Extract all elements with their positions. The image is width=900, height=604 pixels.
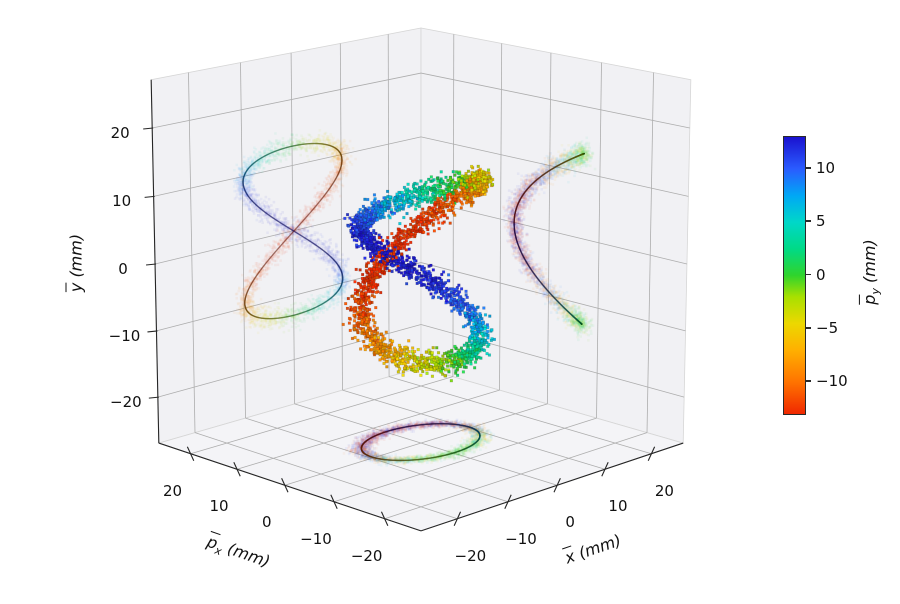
x-axis-tick-label: −10 [505, 529, 537, 548]
colorbar-tick-label: 10 [816, 158, 836, 177]
colorbar-tick-mark [805, 273, 811, 276]
y-axis-tick-label: −20 [110, 393, 142, 412]
y-axis-tick-label: −10 [108, 326, 141, 345]
px-axis-tick-label: −10 [300, 529, 332, 548]
colorbar-tick-label: 0 [816, 265, 826, 284]
px-axis-tick-label: 10 [209, 497, 229, 516]
px-axis-tick-label: 20 [163, 481, 183, 500]
x-axis-tick-label: 0 [565, 513, 575, 532]
colorbar-gradient [783, 136, 806, 415]
colorbar-tick-mark [805, 327, 811, 329]
colorbar-tick-label: 5 [816, 212, 826, 231]
x-axis-tick-label: 20 [654, 481, 674, 500]
colorbar-label: py (mm) [859, 239, 883, 305]
y-axis-tick-label: 0 [118, 260, 128, 278]
colorbar-tick-mark [805, 380, 811, 382]
y-axis-tick-label: 10 [112, 192, 132, 211]
x-axis-tick-label: −20 [454, 546, 487, 565]
y-axis-label: y (mm) [66, 233, 86, 293]
colorbar-tick-label: −5 [816, 318, 839, 337]
px-axis-tick-label: 0 [262, 513, 272, 532]
px-axis-tick-label: −20 [350, 546, 383, 565]
y-axis-tick-label: 20 [110, 123, 130, 142]
x-axis-tick-label: 10 [608, 497, 628, 516]
colorbar-tick-label: −10 [816, 372, 848, 391]
colorbar-tick-mark [805, 220, 811, 222]
colorbar-tick-mark [805, 167, 811, 169]
